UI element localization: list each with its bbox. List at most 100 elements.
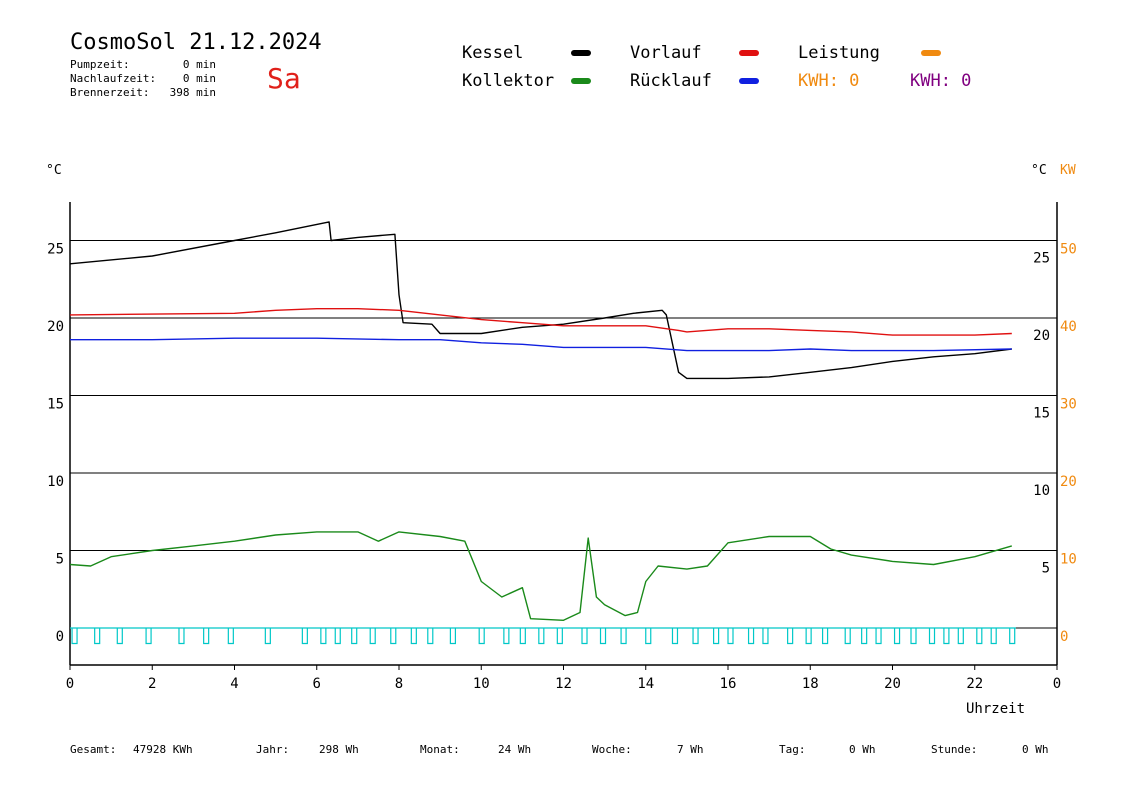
- pump-pulse: [227, 628, 234, 645]
- y-left-tick-label: 25: [47, 242, 64, 258]
- pump-pulse: [787, 628, 794, 645]
- legend-vorlauf-label: Vorlauf: [630, 43, 702, 63]
- pump-pulse: [503, 628, 510, 645]
- y-right-kw-tick-label: 40: [1060, 319, 1077, 335]
- legend-vorlauf-swatch: [739, 50, 759, 56]
- legend-kollektor-label: Kollektor: [462, 71, 555, 91]
- pump-pulse: [990, 628, 997, 645]
- legend-kwh-orange: KWH: 0: [798, 71, 860, 91]
- pump-pulse: [620, 628, 627, 645]
- x-tick-label: 16: [720, 676, 737, 692]
- pump-pulse: [203, 628, 210, 645]
- x-tick-label: 22: [966, 676, 983, 692]
- x-tick-label: 12: [555, 676, 572, 692]
- pump-pulse: [581, 628, 588, 645]
- pump-pulse: [178, 628, 185, 645]
- pump-pulse: [264, 628, 271, 645]
- y-right-temp-tick-label: 10: [1033, 483, 1050, 499]
- footer-gesamt-label: Gesamt:: [70, 743, 117, 756]
- y-right-kw-tick-label: 30: [1060, 397, 1077, 413]
- pump-pulse: [145, 628, 152, 645]
- legend-kessel-label: Kessel: [462, 43, 524, 63]
- x-tick-label: 0: [66, 676, 74, 692]
- footer-jahr-label: Jahr:: [256, 743, 290, 756]
- y-right-temp-tick-label: 25: [1033, 251, 1050, 267]
- stat-brennerzeit-value: 398 min: [169, 86, 216, 99]
- legend-ruecklauf-label: Rücklauf: [630, 71, 712, 91]
- y-left-tick-label: 20: [47, 319, 64, 335]
- stat-nachlaufzeit-label: Nachlaufzeit:: [70, 72, 157, 85]
- page-title: CosmoSol 21.12.2024: [70, 30, 322, 55]
- y-right-temp-tick-label: 20: [1033, 328, 1050, 344]
- pump-pulse: [645, 628, 652, 645]
- legend-kessel-swatch: [571, 50, 591, 56]
- y-left-tick-label: 0: [56, 629, 64, 645]
- y-right-kw-tick-label: 20: [1060, 474, 1077, 490]
- footer-woche-label: Woche:: [592, 743, 632, 756]
- pump-pulse: [320, 628, 327, 645]
- series-line-rücklauf: [70, 337, 1012, 352]
- pump-pulse: [762, 628, 769, 645]
- footer-tag-value: 0 Wh: [849, 743, 876, 756]
- x-tick-label: 8: [395, 676, 403, 692]
- footer-jahr-value: 298 Wh: [319, 743, 359, 756]
- pump-pulse: [519, 628, 526, 645]
- y-right-temp-tick-label: 5: [1042, 561, 1050, 577]
- series-line-vorlauf: [69, 308, 1012, 336]
- legend-leistung-label: Leistung: [798, 43, 880, 63]
- pump-pulse: [390, 628, 397, 645]
- stat-pumpzeit-value: 0 min: [182, 58, 216, 71]
- y-right-kw-tick-label: 0: [1060, 629, 1068, 645]
- stat-brennerzeit-label: Brennerzeit:: [70, 86, 150, 99]
- y-right-kw-tick-label: 50: [1060, 242, 1077, 258]
- pump-pulse: [334, 628, 341, 645]
- stat-nachlaufzeit-value: 0 min: [182, 72, 216, 85]
- stat-pumpzeit-label: Pumpzeit:: [70, 58, 130, 71]
- pump-pulse: [861, 628, 868, 645]
- pump-pulse: [116, 628, 123, 645]
- pump-pulse: [301, 628, 308, 645]
- pump-pulse: [805, 628, 812, 645]
- pump-pulse: [943, 628, 950, 645]
- pump-pulse: [875, 628, 882, 645]
- series-line-kessel: [69, 221, 1012, 380]
- pump-pulse: [747, 628, 755, 645]
- pump-pulse: [893, 628, 901, 645]
- y-left-tick-label: 15: [47, 397, 64, 413]
- right-axis-unit: °C: [1031, 163, 1047, 178]
- pump-pulse: [910, 628, 917, 645]
- pump-pulse: [351, 628, 358, 645]
- pump-pulse: [713, 628, 720, 645]
- x-tick-label: 10: [473, 676, 490, 692]
- legend-kollektor-swatch: [571, 78, 591, 84]
- pump-pulse: [427, 628, 434, 645]
- footer-stunde-label: Stunde:: [931, 743, 978, 756]
- pump-pulse: [538, 628, 545, 645]
- pump-pulse: [449, 628, 457, 645]
- footer-woche-value: 7 Wh: [677, 743, 704, 756]
- pump-pulse: [1009, 628, 1016, 645]
- left-axis-unit: °C: [46, 163, 62, 178]
- y-left-tick-label: 5: [56, 552, 64, 568]
- footer-tag-label: Tag:: [779, 743, 806, 756]
- footer-stunde-value: 0 Wh: [1022, 743, 1049, 756]
- pump-pulse: [957, 628, 964, 645]
- pump-pulse: [599, 628, 607, 645]
- pump-pulse: [556, 628, 563, 645]
- pump-pulse: [976, 628, 983, 645]
- legend-ruecklauf-swatch: [739, 78, 759, 84]
- footer-monat-label: Monat:: [420, 743, 460, 756]
- right-axis-kw-unit: KW: [1060, 163, 1076, 178]
- pump-pulse: [478, 628, 485, 645]
- pump-pulse: [369, 628, 376, 645]
- pump-pulse: [928, 628, 936, 645]
- x-tick-label: 4: [230, 676, 238, 692]
- pump-pulse: [844, 628, 851, 645]
- y-right-temp-tick-label: 15: [1033, 406, 1050, 422]
- pump-pulse: [821, 628, 829, 645]
- pump-pulse: [671, 628, 679, 645]
- pump-pulse: [94, 628, 101, 645]
- legend-kwh-purple: KWH: 0: [910, 71, 972, 91]
- legend-leistung-swatch: [921, 50, 941, 56]
